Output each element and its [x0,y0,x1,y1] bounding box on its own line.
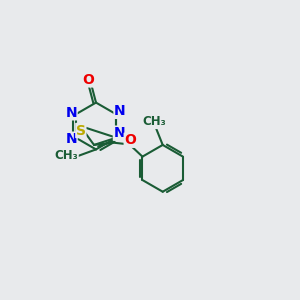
Text: CH₃: CH₃ [142,116,166,128]
Text: N: N [65,106,77,120]
Text: N: N [114,104,126,118]
Text: CH₃: CH₃ [54,149,78,162]
Text: S: S [76,124,86,137]
Text: N: N [113,126,125,140]
Text: O: O [82,73,94,87]
Text: O: O [124,133,136,147]
Text: N: N [65,132,77,146]
